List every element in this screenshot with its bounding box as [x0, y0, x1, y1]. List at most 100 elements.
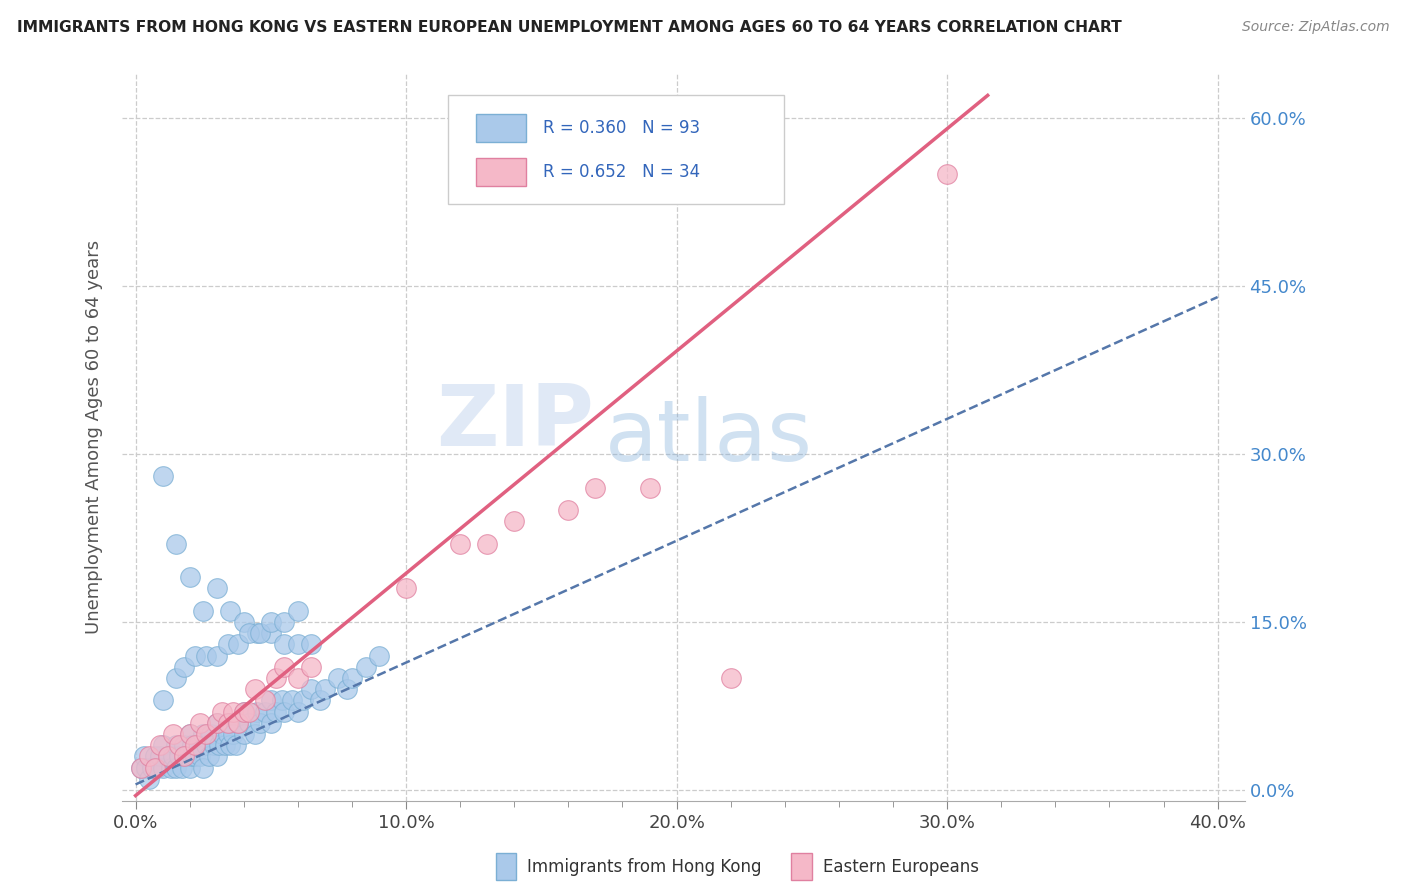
FancyBboxPatch shape	[475, 158, 526, 186]
Point	[225, 738, 247, 752]
Point	[260, 715, 283, 730]
Point	[217, 715, 239, 730]
Point	[194, 727, 217, 741]
Point	[249, 715, 271, 730]
Point	[243, 682, 266, 697]
Point	[193, 727, 215, 741]
Point	[503, 514, 526, 528]
Point	[208, 738, 231, 752]
Point	[354, 659, 377, 673]
Point	[176, 749, 198, 764]
Point	[219, 604, 242, 618]
Point	[260, 693, 283, 707]
Point	[167, 738, 190, 752]
Point	[135, 761, 157, 775]
Point	[181, 749, 204, 764]
Text: ZIP: ZIP	[436, 381, 593, 464]
Point	[190, 715, 212, 730]
Point	[228, 715, 250, 730]
Text: R = 0.652   N = 34: R = 0.652 N = 34	[543, 163, 700, 181]
Point	[238, 626, 260, 640]
Point	[205, 715, 228, 730]
Point	[217, 637, 239, 651]
Point	[162, 749, 184, 764]
Point	[308, 693, 330, 707]
Point	[273, 637, 295, 651]
Point	[138, 772, 160, 786]
Point	[287, 705, 309, 719]
Point	[173, 738, 195, 752]
Point	[205, 715, 228, 730]
Point	[557, 503, 579, 517]
Point	[143, 749, 166, 764]
Point	[162, 727, 184, 741]
Point	[205, 648, 228, 663]
Point	[232, 705, 254, 719]
Point	[219, 715, 242, 730]
Point	[273, 615, 295, 629]
FancyBboxPatch shape	[447, 95, 785, 204]
Point	[287, 604, 309, 618]
Point	[184, 738, 207, 752]
Point	[246, 705, 269, 719]
Text: atlas: atlas	[605, 395, 813, 479]
Point	[132, 749, 155, 764]
Point	[181, 738, 204, 752]
Point	[314, 682, 336, 697]
Point	[141, 761, 163, 775]
Point	[143, 761, 166, 775]
Point	[152, 469, 174, 483]
Point	[146, 761, 169, 775]
Point	[238, 715, 260, 730]
Point	[287, 671, 309, 685]
Point	[193, 761, 215, 775]
Point	[179, 727, 201, 741]
Point	[222, 727, 245, 741]
Point	[159, 761, 181, 775]
Point	[264, 705, 287, 719]
Text: Immigrants from Hong Kong: Immigrants from Hong Kong	[527, 858, 762, 876]
Point	[249, 626, 271, 640]
Point	[254, 705, 277, 719]
Point	[149, 749, 172, 764]
Point	[273, 705, 295, 719]
Point	[395, 582, 418, 596]
Point	[170, 761, 193, 775]
Point	[184, 749, 207, 764]
Point	[281, 693, 304, 707]
Point	[217, 727, 239, 741]
Point	[211, 705, 233, 719]
FancyBboxPatch shape	[475, 114, 526, 142]
Point	[299, 682, 322, 697]
Point	[292, 693, 315, 707]
Point	[165, 671, 187, 685]
Point	[243, 727, 266, 741]
Point	[270, 693, 292, 707]
Point	[184, 648, 207, 663]
Point	[149, 738, 172, 752]
Point	[157, 749, 180, 764]
Point	[260, 626, 283, 640]
Point	[449, 536, 471, 550]
Text: IMMIGRANTS FROM HONG KONG VS EASTERN EUROPEAN UNEMPLOYMENT AMONG AGES 60 TO 64 Y: IMMIGRANTS FROM HONG KONG VS EASTERN EUR…	[17, 20, 1122, 35]
Point	[299, 637, 322, 651]
Text: R = 0.360   N = 93: R = 0.360 N = 93	[543, 120, 700, 137]
Point	[165, 738, 187, 752]
Point	[200, 727, 222, 741]
Point	[638, 481, 661, 495]
Text: Source: ZipAtlas.com: Source: ZipAtlas.com	[1241, 20, 1389, 34]
Point	[219, 738, 242, 752]
Point	[202, 738, 225, 752]
Point	[246, 626, 269, 640]
Point	[129, 761, 152, 775]
Point	[173, 659, 195, 673]
Point	[194, 648, 217, 663]
Point	[165, 536, 187, 550]
Point	[129, 761, 152, 775]
Point	[205, 749, 228, 764]
Point	[173, 749, 195, 764]
Point	[238, 705, 260, 719]
Point	[193, 604, 215, 618]
Point	[197, 749, 219, 764]
Point	[214, 738, 236, 752]
